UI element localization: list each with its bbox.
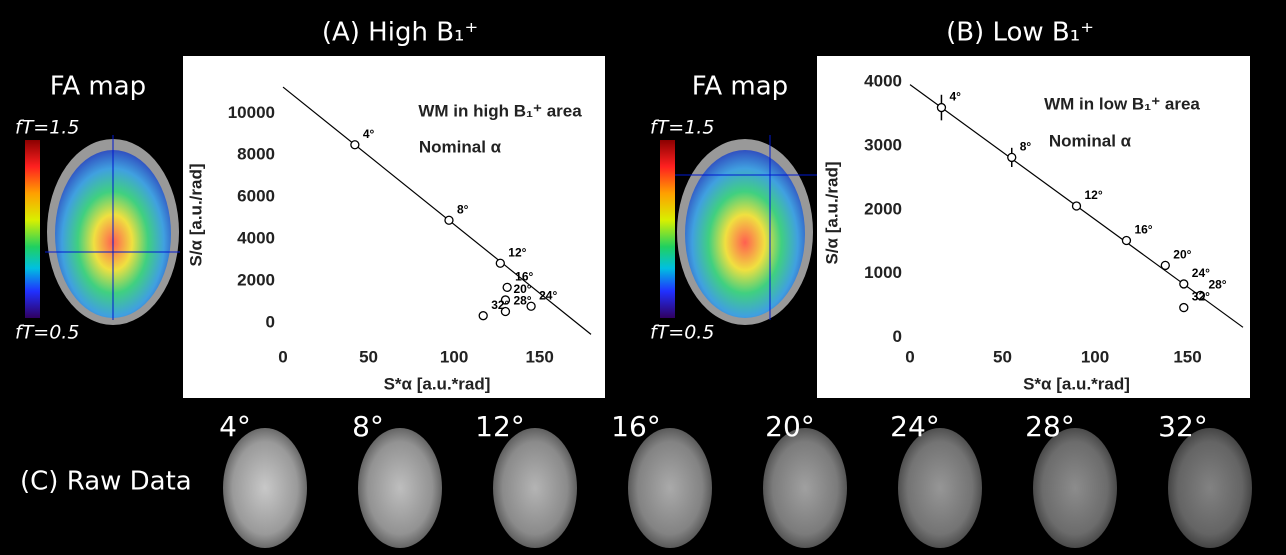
point (496, 259, 504, 267)
point-label: 28° (1208, 278, 1226, 292)
fa-map-a: FA map fT=1.5 fT=0.5 (15, 72, 180, 344)
point-label: 12° (508, 245, 526, 259)
colorbar-min: fT=0.5 (650, 322, 714, 344)
raw-image (1033, 428, 1117, 548)
colorbar (660, 140, 675, 318)
y-tick-label: 2000 (864, 199, 902, 218)
point (1122, 236, 1130, 244)
y-tick-label: 6000 (237, 187, 275, 206)
y-tick-label: 1000 (864, 263, 902, 282)
raw-image (358, 428, 442, 548)
raw-image (223, 428, 307, 548)
point-label: 4° (949, 90, 961, 104)
colorbar-max: fT=1.5 (650, 117, 714, 139)
angle-label: 16° (611, 410, 661, 443)
colorbar-max: fT=1.5 (15, 117, 79, 139)
angle-label: 20° (765, 410, 815, 443)
raw-image (898, 428, 982, 548)
annotation: WM in low B₁⁺ area (1044, 94, 1200, 113)
point-label: 32° (1192, 290, 1210, 304)
point-label: 28° (513, 294, 531, 308)
raw-image (628, 428, 712, 548)
y-tick-label: 0 (893, 327, 902, 346)
y-tick-label: 4000 (864, 71, 902, 90)
point (479, 312, 487, 320)
raw-image (763, 428, 847, 548)
chart-title: (A) High B₁⁺ (322, 18, 478, 48)
point (1180, 304, 1188, 312)
y-tick-label: 10000 (228, 103, 275, 122)
raw-image (493, 428, 577, 548)
x-tick-label: 0 (905, 347, 914, 366)
x-axis-label: S*α [a.u.*rad] (1023, 374, 1130, 393)
y-tick-label: 8000 (237, 145, 275, 164)
x-tick-label: 50 (359, 347, 378, 366)
y-axis-label: S/α [a.u./rad] (822, 161, 841, 264)
angle-label: 4° (219, 410, 251, 443)
point (1073, 202, 1081, 210)
point-label: 20° (1173, 248, 1191, 262)
y-axis-label: S/α [a.u./rad] (186, 163, 205, 266)
point-label: 24° (1192, 266, 1210, 280)
point (1161, 261, 1169, 269)
angle-label: 12° (475, 410, 525, 443)
point-label: 8° (1020, 140, 1032, 154)
point-label: 8° (457, 202, 469, 216)
annotation: Nominal α (419, 137, 502, 156)
raw-image (1168, 428, 1252, 548)
point (1008, 153, 1016, 161)
angle-label: 8° (352, 410, 384, 443)
x-tick-label: 100 (440, 347, 468, 366)
point (1180, 280, 1188, 288)
x-tick-label: 0 (278, 347, 287, 366)
point (445, 216, 453, 224)
fa-title: FA map (50, 72, 146, 102)
y-tick-label: 3000 (864, 135, 902, 154)
x-axis-label: S*α [a.u.*rad] (384, 374, 491, 393)
angle-label: 24° (890, 410, 940, 443)
point-label: 12° (1085, 188, 1103, 202)
point-label: 24° (539, 288, 557, 302)
angle-label: 28° (1025, 410, 1075, 443)
x-tick-label: 50 (993, 347, 1012, 366)
annotation: WM in high B₁⁺ area (418, 101, 582, 120)
point-label: 32° (491, 298, 509, 312)
colorbar-min: fT=0.5 (15, 322, 79, 344)
point (351, 141, 359, 149)
fa-title: FA map (692, 72, 788, 102)
fa-map-b: FA map fT=1.5 fT=0.5 (650, 72, 818, 344)
x-tick-label: 150 (525, 347, 553, 366)
point (503, 283, 511, 291)
point-label: 16° (1134, 223, 1152, 237)
angle-label: 32° (1158, 410, 1208, 443)
raw-data-title: (C) Raw Data (20, 467, 192, 497)
point (937, 104, 945, 112)
point-label: 4° (363, 127, 375, 141)
figure: FA map fT=1.5 fT=0.5 FA map fT=1.5 fT=0.… (0, 0, 1286, 555)
x-tick-label: 100 (1081, 347, 1109, 366)
y-tick-label: 4000 (237, 229, 275, 248)
colorbar (25, 140, 40, 318)
annotation: Nominal α (1049, 131, 1132, 150)
chart-title: (B) Low B₁⁺ (946, 18, 1094, 48)
y-tick-label: 2000 (237, 271, 275, 290)
y-tick-label: 0 (266, 313, 275, 332)
x-tick-label: 150 (1173, 347, 1201, 366)
